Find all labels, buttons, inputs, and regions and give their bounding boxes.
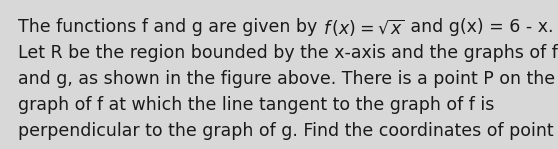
Text: perpendicular to the graph of g. Find the coordinates of point P.: perpendicular to the graph of g. Find th… xyxy=(18,122,558,140)
Text: and g, as shown in the figure above. There is a point P on the: and g, as shown in the figure above. The… xyxy=(18,70,555,88)
Text: graph of f at which the line tangent to the graph of f is: graph of f at which the line tangent to … xyxy=(18,96,494,114)
Text: The functions f and g are given by: The functions f and g are given by xyxy=(18,18,323,36)
Text: and g(x) = 6 - x.: and g(x) = 6 - x. xyxy=(405,18,553,36)
Text: Let R be the region bounded by the x-axis and the graphs of f: Let R be the region bounded by the x-axi… xyxy=(18,44,558,62)
Text: $f\,(x) = \sqrt{x}$: $f\,(x) = \sqrt{x}$ xyxy=(323,18,405,39)
